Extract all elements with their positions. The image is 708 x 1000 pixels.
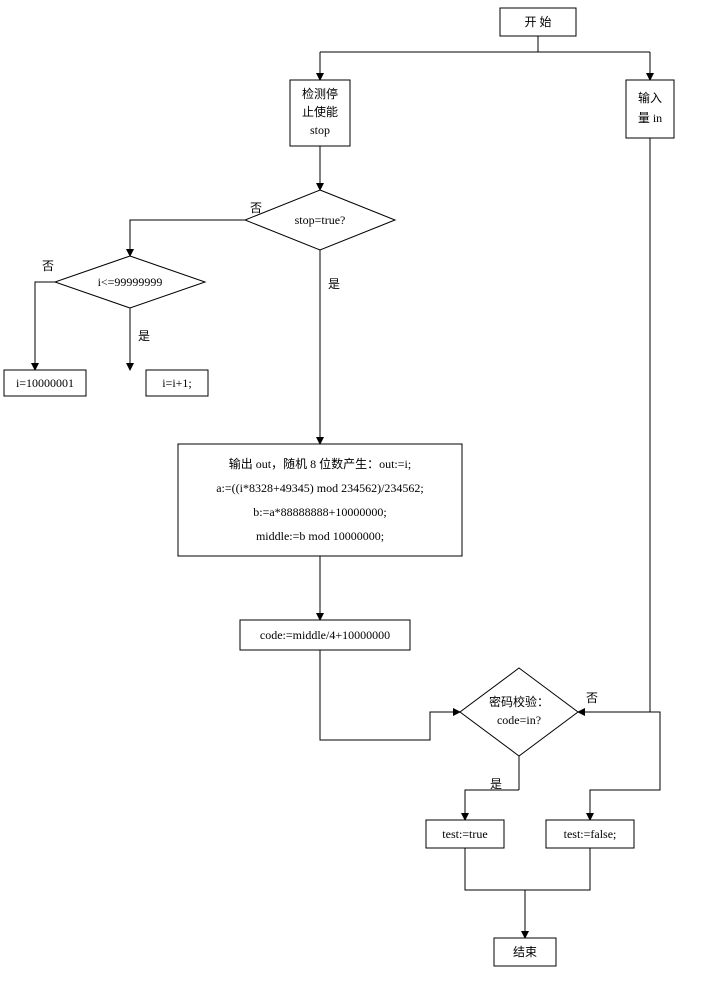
inc-i-label: i=i+1;: [162, 376, 192, 390]
detect-stop-l3: stop: [310, 123, 330, 137]
node-end: 结束: [494, 938, 556, 966]
node-input-in: 输入 量 in: [626, 80, 674, 138]
node-inc-i: i=i+1;: [146, 370, 208, 396]
edge-yes-2: 是: [138, 329, 150, 343]
code-calc-label: code:=middle/4+10000000: [260, 628, 390, 642]
rand-l4: middle:=b mod 10000000;: [256, 529, 384, 543]
node-detect-stop: 检测停 止使能 stop: [290, 80, 350, 146]
edge-yes-1: 是: [328, 277, 340, 291]
edge-no-1: 否: [250, 201, 262, 215]
node-set-i: i=10000001: [4, 370, 86, 396]
decision-code: 密码校验： code=in?: [460, 668, 578, 756]
node-test-false: test:=false;: [546, 820, 634, 848]
edge-no-2: 否: [42, 259, 54, 273]
input-in-l2: 量 in: [638, 111, 662, 125]
input-in-l1: 输入: [638, 90, 662, 105]
detect-stop-l2: 止使能: [302, 104, 338, 119]
edge-no-3: 否: [586, 691, 598, 705]
dec-i-label: i<=99999999: [98, 275, 163, 289]
detect-stop-l1: 检测停: [302, 86, 338, 101]
node-test-true: test:=true: [426, 820, 504, 848]
node-random-calc: 输出 out，随机 8 位数产生：out:=i; a:=((i*8328+493…: [178, 444, 462, 556]
start-label: 开 始: [524, 15, 551, 29]
decision-stop: stop=true?: [245, 190, 395, 250]
dec-stop-label: stop=true?: [295, 213, 346, 227]
test-true-label: test:=true: [442, 827, 487, 841]
edge-yes-3: 是: [490, 777, 502, 791]
decision-i: i<=99999999: [55, 256, 205, 308]
rand-l2: a:=((i*8328+49345) mod 234562)/234562;: [216, 481, 424, 495]
set-i-label: i=10000001: [16, 376, 74, 390]
dec-code-l1: 密码校验：: [489, 694, 549, 709]
node-code-calc: code:=middle/4+10000000: [240, 620, 410, 650]
rand-l1: 输出 out，随机 8 位数产生：out:=i;: [229, 456, 411, 471]
end-label: 结束: [513, 945, 537, 959]
rand-l3: b:=a*88888888+10000000;: [253, 505, 387, 519]
dec-code-l2: code=in?: [497, 713, 541, 727]
flowchart: 开 始 检测停 止使能 stop 输入 量 in stop=true? 否 是 …: [0, 0, 708, 1000]
node-start: 开 始: [500, 8, 576, 36]
test-false-label: test:=false;: [564, 827, 617, 841]
